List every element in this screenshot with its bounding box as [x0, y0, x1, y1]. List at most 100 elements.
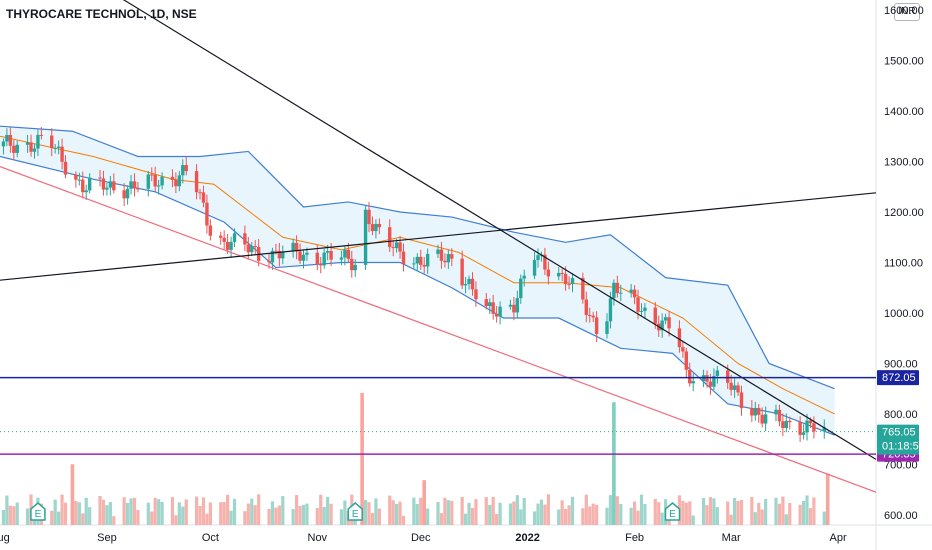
volume-bar: [629, 507, 633, 525]
candle-body: [570, 277, 575, 285]
bollinger-band-fill: [0, 126, 835, 436]
volume-bar: [322, 506, 326, 525]
candle-body: [343, 249, 347, 258]
volume-bar: [184, 499, 188, 525]
volume-bar: [122, 497, 126, 525]
candle-body: [557, 272, 561, 277]
candle-body: [757, 407, 761, 415]
volume-bar: [688, 501, 692, 525]
volume-bar: [760, 509, 764, 525]
volume-bar: [160, 501, 164, 525]
volume-bar: [415, 504, 419, 525]
candle-body: [632, 289, 637, 298]
volume-bar: [715, 507, 719, 525]
candle-body: [274, 250, 278, 252]
candle-body: [760, 414, 764, 424]
volume-bar: [591, 503, 595, 525]
volume-bar: [201, 497, 206, 525]
candle-body: [774, 409, 778, 415]
candle-body: [515, 298, 520, 313]
candle-body: [591, 315, 595, 318]
candle-body: [363, 209, 368, 265]
candle-body: [253, 246, 257, 248]
candle-body: [391, 247, 395, 249]
volume-bar: [250, 498, 254, 525]
volume-bar: [395, 503, 399, 525]
volume-bar: [753, 512, 757, 525]
x-tick-label: Oct: [202, 532, 219, 544]
currency-button[interactable]: INR: [894, 3, 920, 21]
volume-bar: [12, 506, 16, 525]
volume-bar: [653, 498, 657, 525]
candle-body: [660, 320, 664, 331]
volume-bar: [77, 502, 81, 525]
level-badge-0-bg: [877, 370, 919, 386]
volume-bar: [277, 505, 281, 525]
candle-body: [246, 244, 251, 253]
x-tick-label: Dec: [411, 532, 431, 544]
volume-bar: [88, 507, 92, 525]
volume-bar: [1, 510, 6, 525]
candle-body: [608, 298, 613, 322]
candle-body: [122, 190, 126, 199]
candle-body: [398, 242, 402, 252]
volume-bar: [108, 501, 112, 525]
volume-bar: [532, 511, 537, 525]
candle-body: [615, 282, 620, 294]
candle-body: [339, 257, 344, 260]
volume-bar: [370, 513, 375, 525]
volume-bar: [84, 497, 88, 525]
volume-bar: [757, 502, 761, 525]
volume-bar: [450, 500, 454, 525]
candle-body: [667, 317, 671, 329]
y-tick-label: 1300.00: [884, 157, 924, 169]
candle-body: [708, 381, 713, 387]
volume-bar: [708, 497, 713, 525]
candle-body: [353, 264, 357, 271]
candle-body: [781, 421, 785, 428]
candle-body: [329, 251, 333, 260]
candle-body: [377, 223, 382, 228]
volume-bar: [391, 500, 395, 525]
candle-body: [53, 147, 57, 149]
volume-bar: [588, 506, 592, 525]
volume-bar: [739, 500, 744, 525]
volume-bar: [232, 498, 237, 525]
candle-body: [443, 260, 447, 263]
volume-bar: [246, 503, 250, 525]
volume-bar: [522, 498, 526, 525]
volume-bar: [639, 494, 644, 525]
volume-bar: [101, 499, 106, 525]
candle-body: [270, 250, 275, 263]
volume-bar: [536, 503, 540, 525]
candle-body: [60, 146, 64, 162]
candle-body: [712, 375, 716, 387]
volume-bar: [584, 494, 588, 525]
candle-body: [729, 382, 733, 390]
candle-body: [15, 144, 19, 153]
candle-body: [325, 251, 330, 253]
y-tick-label: 800.00: [884, 409, 918, 421]
candle-body: [112, 181, 116, 191]
candle-body: [470, 278, 475, 290]
volume-bar: [60, 494, 64, 525]
candle-body: [822, 427, 826, 432]
candle-body: [208, 225, 213, 236]
candle-body: [684, 351, 689, 370]
candle-body: [12, 145, 16, 153]
candle-body: [129, 181, 133, 189]
candle-body: [594, 317, 599, 334]
volume-bar: [581, 508, 585, 525]
candle-body: [563, 273, 568, 285]
volume-bar: [181, 506, 185, 525]
last-price-badge-countdown: 01:18:56: [882, 441, 925, 453]
volume-bar: [460, 496, 464, 525]
volume-bar: [801, 501, 806, 525]
candle-body: [50, 135, 54, 149]
volume-bar: [764, 498, 768, 525]
volume-bar: [157, 499, 161, 525]
volume-bar: [81, 513, 85, 525]
candle-body: [736, 385, 740, 393]
candle-body: [281, 251, 285, 259]
